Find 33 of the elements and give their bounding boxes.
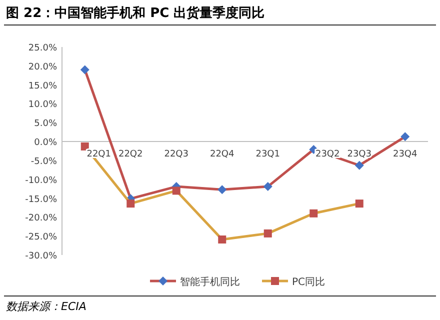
y-tick-label: 0.0% — [34, 138, 58, 148]
legend-label: 智能手机同比 — [180, 276, 240, 288]
x-tick-label: 23Q4 — [392, 150, 418, 160]
x-tick-label: 22Q4 — [210, 150, 235, 160]
y-tick-label: 20.0% — [28, 62, 58, 72]
point — [126, 200, 135, 208]
x-tick-label: 22Q3 — [164, 150, 189, 160]
y-tick-label: -5.0% — [30, 156, 58, 167]
point — [80, 65, 90, 74]
point — [218, 185, 227, 194]
x-tick-label: 23Q3 — [347, 150, 372, 160]
y-tick-label: 25.0% — [28, 44, 58, 54]
x-tick-label: 23Q1 — [256, 150, 280, 160]
point — [218, 235, 226, 244]
y-tick-label: 10.0% — [28, 100, 58, 110]
y-tick-label: 5.0% — [34, 119, 58, 130]
y-tick-label: -10.0% — [25, 176, 58, 186]
legend-label: PC同比 — [292, 276, 326, 288]
y-tick-label: -25.0% — [25, 232, 58, 243]
x-tick-label: 22Q2 — [118, 150, 143, 160]
y-tick-label: 15.0% — [28, 81, 58, 92]
source-note: 数据来源：ECIA — [6, 300, 86, 313]
y-tick-label: -30.0% — [25, 252, 58, 262]
point — [264, 229, 272, 238]
chart-title: 图 22：中国智能手机和 PC 出货量季度同比 — [6, 5, 265, 21]
y-tick-label: -20.0% — [25, 214, 58, 224]
point — [310, 209, 318, 218]
point — [400, 132, 410, 142]
point — [355, 200, 364, 208]
y-tick-label: -15.0% — [25, 194, 58, 205]
point — [263, 182, 272, 192]
point — [354, 160, 364, 170]
point — [172, 186, 180, 195]
